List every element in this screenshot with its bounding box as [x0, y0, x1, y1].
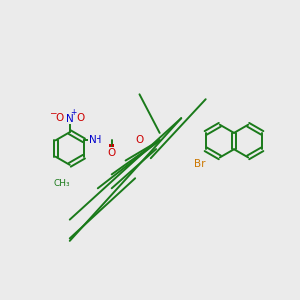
Text: H: H — [94, 135, 101, 145]
Text: N: N — [66, 114, 74, 124]
Text: O: O — [76, 113, 85, 123]
Text: −: − — [49, 108, 56, 117]
Text: O: O — [135, 135, 144, 145]
Text: O: O — [55, 113, 63, 123]
Text: Br: Br — [194, 159, 206, 169]
Text: +: + — [70, 108, 77, 117]
Text: CH₃: CH₃ — [53, 179, 70, 188]
Text: O: O — [108, 148, 116, 158]
Text: N: N — [89, 135, 97, 145]
